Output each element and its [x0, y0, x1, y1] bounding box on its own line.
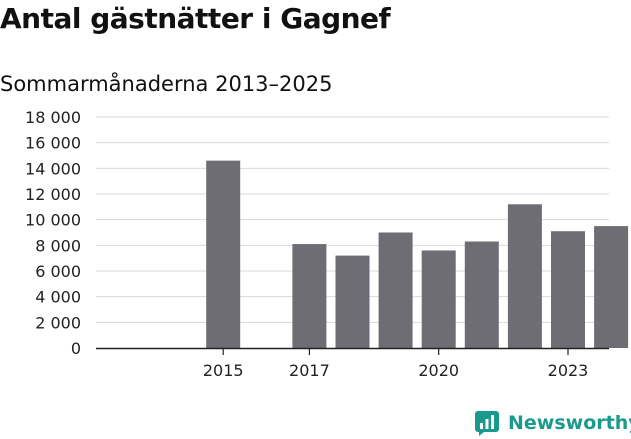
- x-tick-label: 2015: [203, 361, 244, 380]
- chart-subtitle: Sommarmånaderna 2013–2025: [0, 72, 333, 96]
- y-tick-label: 14 000: [25, 159, 81, 178]
- bar: [335, 255, 370, 348]
- y-tick-label: 2 000: [35, 313, 81, 332]
- bar: [594, 226, 629, 348]
- x-tick-label: 2023: [548, 361, 589, 380]
- bar: [551, 231, 585, 348]
- newsworthy-logo: Newsworthy: [474, 408, 631, 438]
- y-tick-label: 0: [71, 339, 81, 358]
- newsworthy-logo-text: Newsworthy: [508, 412, 631, 434]
- bar: [464, 241, 499, 348]
- y-tick-label: 18 000: [25, 108, 81, 127]
- bar: [507, 204, 542, 348]
- x-tick-label: 2017: [289, 361, 330, 380]
- x-tick-label: 2020: [418, 361, 459, 380]
- chart-title: Antal gästnätter i Gagnef: [0, 2, 391, 35]
- y-tick-label: 16 000: [25, 134, 81, 153]
- bar: [206, 160, 241, 348]
- y-tick-label: 10 000: [25, 211, 81, 230]
- bar: [378, 232, 413, 348]
- y-tick-label: 12 000: [25, 185, 81, 204]
- y-tick-label: 8 000: [35, 236, 81, 255]
- y-tick-label: 4 000: [35, 288, 81, 307]
- y-tick-label: 6 000: [35, 262, 81, 281]
- bar: [292, 244, 327, 348]
- bar: [421, 250, 456, 348]
- newsworthy-logo-icon: [475, 411, 499, 436]
